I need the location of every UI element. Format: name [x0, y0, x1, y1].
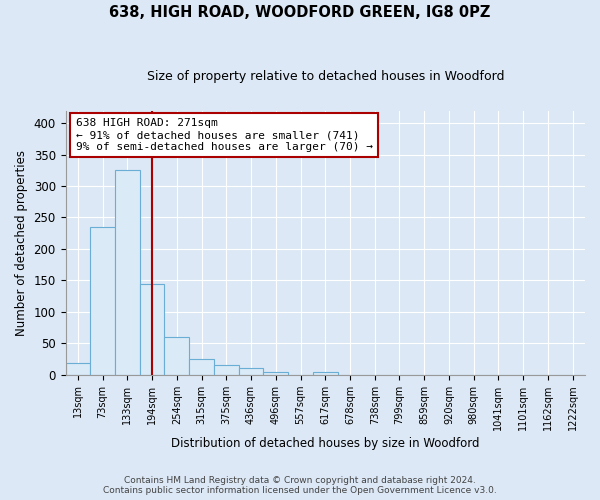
Bar [263, 372, 288, 374]
Bar [115, 170, 140, 374]
Bar [239, 368, 263, 374]
Bar [140, 284, 164, 374]
Text: 638, HIGH ROAD, WOODFORD GREEN, IG8 0PZ: 638, HIGH ROAD, WOODFORD GREEN, IG8 0PZ [109, 5, 491, 20]
Bar [164, 337, 189, 374]
Text: 638 HIGH ROAD: 271sqm
← 91% of detached houses are smaller (741)
9% of semi-deta: 638 HIGH ROAD: 271sqm ← 91% of detached … [76, 118, 373, 152]
Text: Contains HM Land Registry data © Crown copyright and database right 2024.
Contai: Contains HM Land Registry data © Crown c… [103, 476, 497, 495]
Bar [189, 359, 214, 374]
Bar [90, 227, 115, 374]
Y-axis label: Number of detached properties: Number of detached properties [15, 150, 28, 336]
Bar [313, 372, 338, 374]
Bar [214, 366, 239, 374]
Title: Size of property relative to detached houses in Woodford: Size of property relative to detached ho… [146, 70, 504, 83]
X-axis label: Distribution of detached houses by size in Woodford: Distribution of detached houses by size … [171, 437, 479, 450]
Bar [65, 364, 90, 374]
